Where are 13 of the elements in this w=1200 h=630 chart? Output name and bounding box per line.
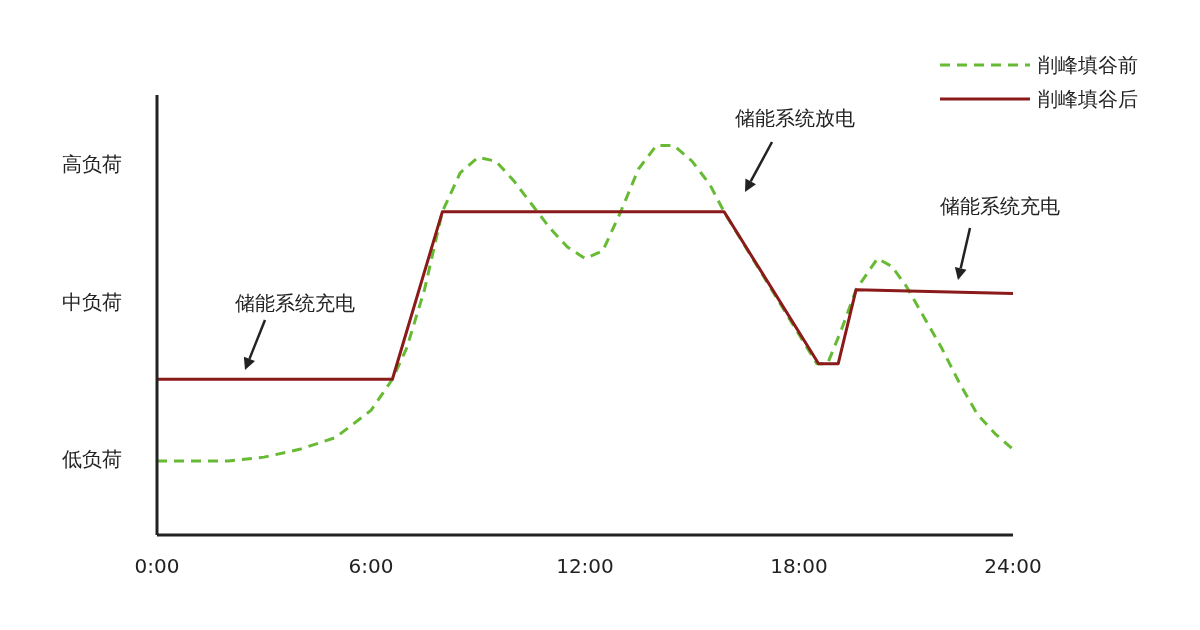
x-tick-label: 12:00 (556, 554, 614, 579)
legend-label: 削峰填谷后 (1038, 85, 1138, 113)
legend-label: 削峰填谷前 (1038, 51, 1138, 79)
x-tick-label: 6:00 (348, 554, 394, 579)
text: 高负荷 (62, 151, 122, 176)
x-tick-label: 24:00 (984, 554, 1042, 579)
x-tick-label: 0:00 (134, 554, 180, 579)
text: 储能系统放电 (735, 105, 855, 130)
text: 低负荷 (62, 446, 122, 471)
annotation: 储能系统充电 (940, 193, 1060, 218)
x-tick-label: 18:00 (770, 554, 828, 579)
text: 中负荷 (62, 289, 122, 314)
annotation: 储能系统充电 (235, 290, 355, 315)
